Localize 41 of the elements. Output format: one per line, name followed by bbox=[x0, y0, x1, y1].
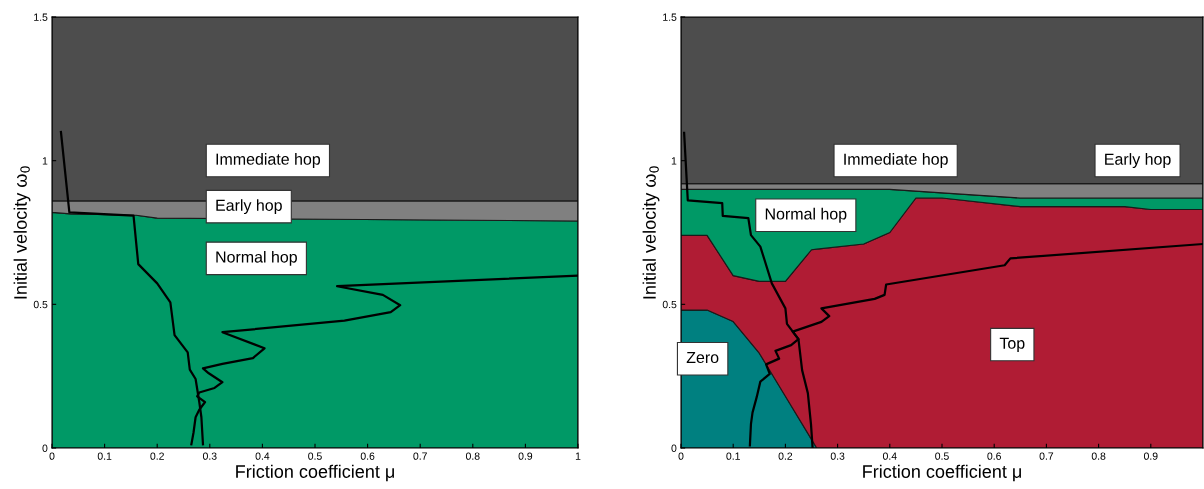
series-label: Normal hop bbox=[216, 250, 297, 266]
x-tick-label: 0.1 bbox=[97, 452, 112, 460]
x-tick-label: 0.7 bbox=[1039, 452, 1054, 460]
x-tick-label: 0.4 bbox=[882, 452, 897, 460]
x-axis-title: Friction coefficient μ bbox=[863, 464, 1021, 482]
x-tick-label: 0.6 bbox=[360, 452, 375, 460]
y-tick-label: 0 bbox=[671, 444, 677, 452]
x-tick-label: 0.9 bbox=[518, 452, 533, 460]
y-tick-label: 0.5 bbox=[662, 300, 677, 309]
series-label: Normal hop bbox=[765, 207, 847, 223]
x-axis-title: Friction coefficient μ bbox=[236, 464, 394, 482]
x-tick-label: 0.8 bbox=[465, 452, 480, 460]
x-tick-label: 0.8 bbox=[1091, 452, 1106, 460]
x-tick-label: 0 bbox=[49, 452, 55, 460]
x-tick-label: 0.1 bbox=[726, 452, 740, 460]
x-tick-label: 0.3 bbox=[830, 452, 845, 460]
x-tick-label: 0 bbox=[678, 452, 684, 460]
y-tick-label: 1.5 bbox=[663, 13, 677, 21]
x-tick-label: 0.5 bbox=[308, 452, 322, 460]
y-tick-label: 0.5 bbox=[33, 300, 48, 309]
y-axis-title: Initial velocity ω$_{0}$ bbox=[642, 166, 660, 299]
x-tick-label: 1 bbox=[575, 452, 581, 460]
y-axis-title: Initial velocity ω$_{0}$ bbox=[13, 166, 31, 299]
y-tick-label: 1 bbox=[671, 157, 677, 165]
x-tick-label: 0.2 bbox=[150, 452, 164, 460]
series-label: Early hop bbox=[1105, 153, 1171, 168]
y-tick-label: 1 bbox=[42, 157, 48, 165]
x-tick-label: 0.9 bbox=[1143, 452, 1158, 460]
series-label: Top bbox=[999, 337, 1025, 352]
x-tick-label: 0.6 bbox=[987, 452, 1001, 460]
series-label: Zero bbox=[686, 351, 719, 364]
x-tick-label: 0.4 bbox=[255, 452, 270, 460]
x-tick-label: 0.5 bbox=[935, 452, 949, 460]
y-tick-label: 1.5 bbox=[34, 13, 48, 21]
x-tick-label: 0.2 bbox=[778, 452, 793, 460]
series-label: Early hop bbox=[216, 199, 282, 215]
y-tick-label: 0 bbox=[42, 444, 48, 452]
x-tick-label: 0.7 bbox=[413, 452, 427, 460]
series-label: Immediate hop bbox=[844, 153, 948, 168]
series-label: Immediate hop bbox=[216, 153, 321, 168]
x-tick-label: 0.3 bbox=[202, 452, 217, 460]
